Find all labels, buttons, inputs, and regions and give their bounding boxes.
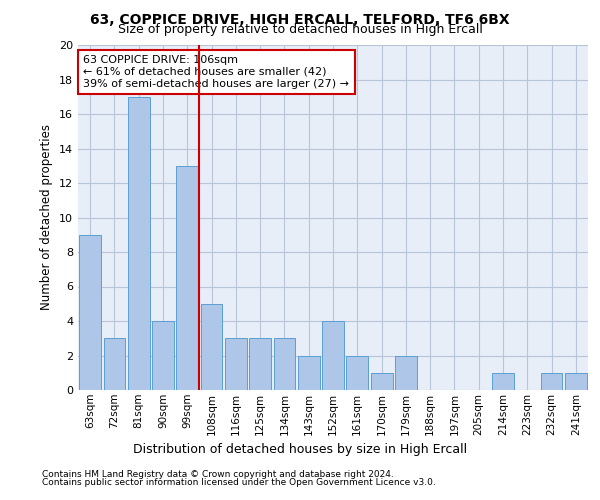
Text: Contains public sector information licensed under the Open Government Licence v3: Contains public sector information licen… bbox=[42, 478, 436, 487]
Bar bbox=[492, 373, 514, 390]
Bar bbox=[274, 338, 295, 390]
Text: 63, COPPICE DRIVE, HIGH ERCALL, TELFORD, TF6 6BX: 63, COPPICE DRIVE, HIGH ERCALL, TELFORD,… bbox=[90, 12, 510, 26]
Text: 63 COPPICE DRIVE: 106sqm
← 61% of detached houses are smaller (42)
39% of semi-d: 63 COPPICE DRIVE: 106sqm ← 61% of detach… bbox=[83, 56, 349, 88]
Bar bbox=[565, 373, 587, 390]
Bar bbox=[176, 166, 198, 390]
Bar bbox=[371, 373, 392, 390]
Bar bbox=[395, 356, 417, 390]
Text: Size of property relative to detached houses in High Ercall: Size of property relative to detached ho… bbox=[118, 24, 482, 36]
Bar bbox=[79, 235, 101, 390]
Bar bbox=[541, 373, 562, 390]
Bar bbox=[298, 356, 320, 390]
Bar bbox=[128, 97, 149, 390]
Y-axis label: Number of detached properties: Number of detached properties bbox=[40, 124, 53, 310]
Bar bbox=[225, 338, 247, 390]
Bar bbox=[322, 321, 344, 390]
Bar bbox=[346, 356, 368, 390]
Text: Contains HM Land Registry data © Crown copyright and database right 2024.: Contains HM Land Registry data © Crown c… bbox=[42, 470, 394, 479]
Text: Distribution of detached houses by size in High Ercall: Distribution of detached houses by size … bbox=[133, 442, 467, 456]
Bar bbox=[152, 321, 174, 390]
Bar bbox=[200, 304, 223, 390]
Bar bbox=[104, 338, 125, 390]
Bar bbox=[249, 338, 271, 390]
